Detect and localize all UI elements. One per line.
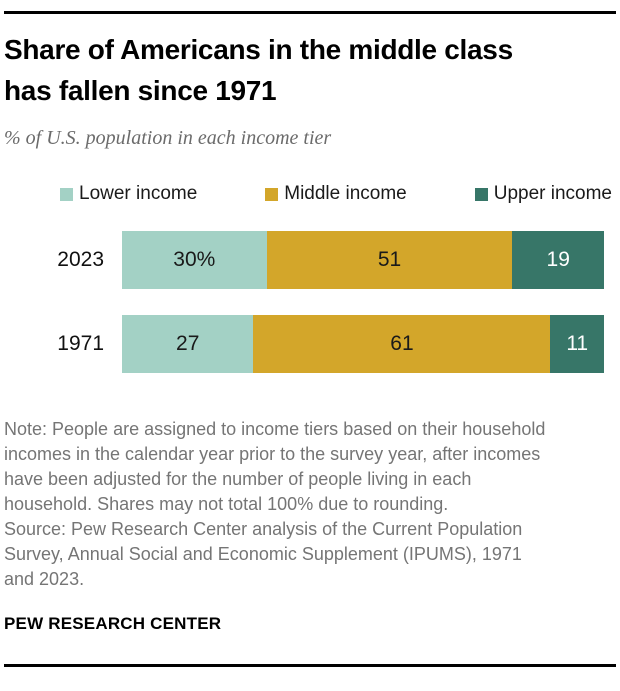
legend-label-middle-income: Middle income <box>284 183 407 204</box>
value-label-1971-upper: 11 <box>566 332 589 355</box>
note-line: incomes in the calendar year prior to th… <box>4 444 541 464</box>
value-label-1971-lower: 27 <box>176 332 200 355</box>
note-line: have been adjusted for the number of peo… <box>4 469 472 489</box>
legend-item-upper-income: Upper income <box>474 183 612 205</box>
note-line: household. Shares may not total 100% due… <box>4 494 449 514</box>
middle-income-swatch-icon <box>265 187 279 201</box>
legend-item-middle-income: Middle income <box>265 183 407 205</box>
top-divider <box>4 11 616 14</box>
chart-subtitle: % of U.S. population in each income tier <box>4 127 332 149</box>
legend-label-lower-income: Lower income <box>79 183 198 204</box>
source-line: Survey, Annual Social and Economic Suppl… <box>4 544 522 564</box>
page-title-line-2: has fallen since 1971 <box>4 75 277 106</box>
pew-research-center-wordmark: PEW RESEARCH CENTER <box>4 614 222 633</box>
segment-2023-upper-income: 19 <box>512 231 604 289</box>
note-line: Note: People are assigned to income tier… <box>4 419 546 439</box>
bar-2023: 30% 51 19 <box>122 231 604 289</box>
legend-item-lower-income: Lower income <box>60 183 197 205</box>
value-label-2023-upper: 19 <box>546 248 570 271</box>
value-label-2023-lower: 30% <box>173 248 216 271</box>
value-label-2023-middle: 51 <box>377 248 402 271</box>
legend: Lower income Middle income Upper income <box>60 183 612 205</box>
bar-1971: 27 61 11 <box>122 315 604 373</box>
bar-row-1971: 1971 27 61 11 <box>4 315 616 373</box>
stacked-bar-chart: 2023 30% 51 19 1971 27 61 <box>4 231 616 373</box>
page-title-line-1: Share of Americans in the middle class <box>4 34 513 65</box>
bar-row-2023: 2023 30% 51 19 <box>4 231 616 289</box>
chart-card: Share of Americans in the middle class h… <box>0 11 620 691</box>
source-line: and 2023. <box>4 569 85 589</box>
source-line: Source: Pew Research Center analysis of … <box>4 519 523 539</box>
segment-2023-middle-income: 51 <box>266 231 513 289</box>
page-title: Share of Americans in the middle class h… <box>4 29 616 111</box>
segment-2023-lower-income: 30% <box>122 231 267 289</box>
segment-1971-middle-income: 61 <box>253 315 551 373</box>
segment-1971-upper-income: 11 <box>550 315 604 373</box>
year-label-1971: 1971 <box>57 332 104 355</box>
note-source-text: Note: People are assigned to income tier… <box>4 417 616 592</box>
legend-label-upper-income: Upper income <box>493 183 612 204</box>
segment-1971-lower-income: 27 <box>122 315 254 373</box>
value-label-1971-middle: 61 <box>390 332 414 355</box>
year-label-2023: 2023 <box>57 248 104 271</box>
upper-income-swatch-icon <box>474 187 488 201</box>
lower-income-swatch-icon <box>60 187 73 201</box>
bottom-divider <box>4 664 616 667</box>
